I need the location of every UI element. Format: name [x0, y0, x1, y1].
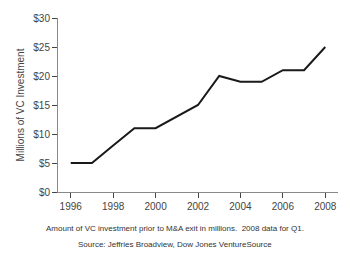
svg-text:$10: $10 — [33, 129, 50, 140]
svg-text:Amount of VC investment prior: Amount of VC investment prior to M&A exi… — [46, 224, 304, 233]
svg-text:2002: 2002 — [187, 201, 210, 212]
svg-text:2008: 2008 — [314, 201, 337, 212]
svg-text:$25: $25 — [33, 42, 50, 53]
svg-text:$5: $5 — [39, 158, 51, 169]
svg-text:2006: 2006 — [272, 201, 295, 212]
svg-text:Millions of VC Investment: Millions of VC Investment — [15, 48, 26, 161]
svg-text:Source: Jeffries Broadview, Do: Source: Jeffries Broadview, Dow Jones Ve… — [78, 240, 272, 249]
svg-text:$30: $30 — [33, 13, 50, 24]
svg-text:$20: $20 — [33, 71, 50, 82]
svg-text:2004: 2004 — [229, 201, 252, 212]
svg-text:$15: $15 — [33, 100, 50, 111]
svg-text:2000: 2000 — [144, 201, 167, 212]
svg-text:1996: 1996 — [60, 201, 83, 212]
svg-text:1998: 1998 — [102, 201, 125, 212]
svg-text:$0: $0 — [39, 187, 51, 198]
